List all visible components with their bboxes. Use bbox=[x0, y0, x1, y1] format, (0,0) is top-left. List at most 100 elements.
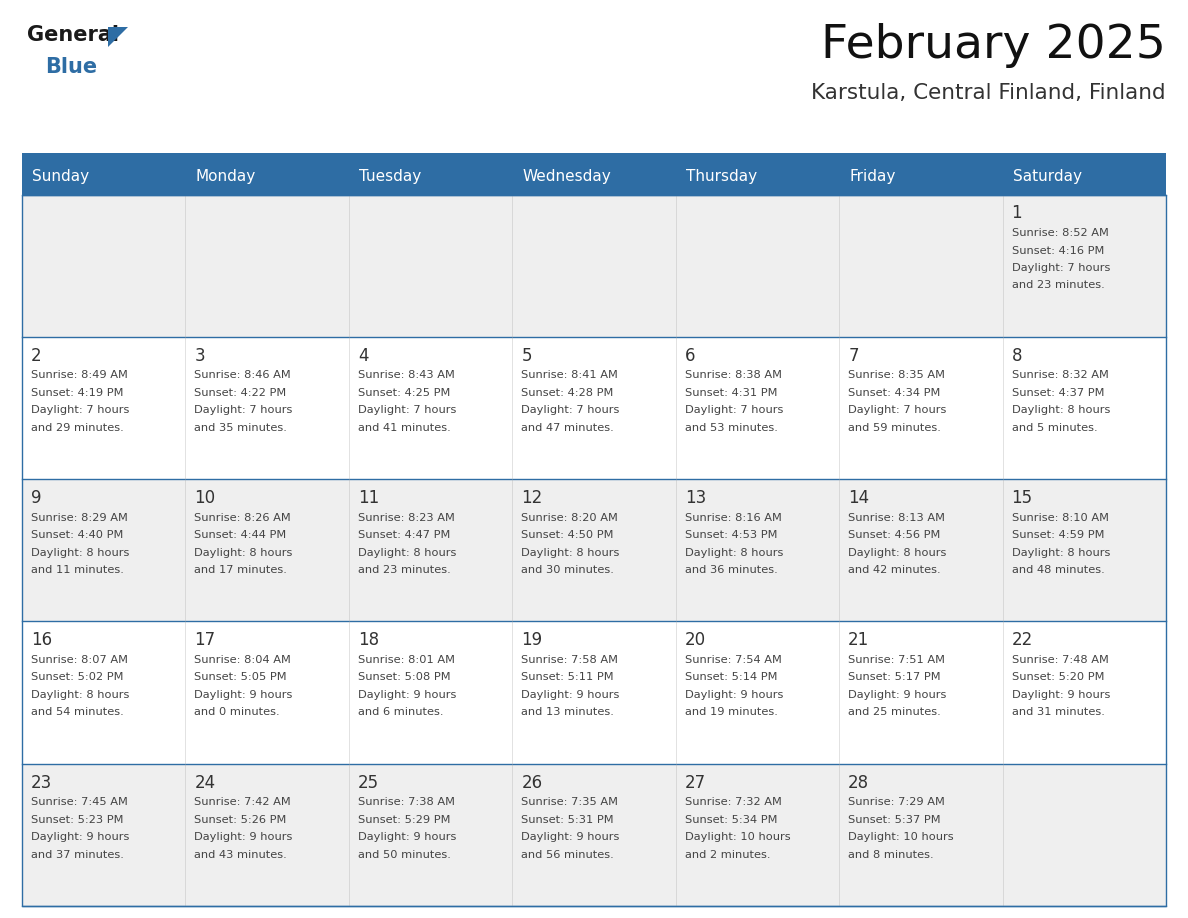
Text: Sunrise: 8:41 AM: Sunrise: 8:41 AM bbox=[522, 370, 618, 380]
Text: and 41 minutes.: and 41 minutes. bbox=[358, 423, 450, 432]
Text: Sunset: 5:02 PM: Sunset: 5:02 PM bbox=[31, 672, 124, 682]
Text: and 0 minutes.: and 0 minutes. bbox=[195, 708, 280, 717]
Text: 4: 4 bbox=[358, 347, 368, 364]
Bar bbox=[23, 479, 1165, 621]
Text: and 17 minutes.: and 17 minutes. bbox=[195, 565, 287, 575]
Text: General: General bbox=[27, 25, 119, 45]
Bar bbox=[23, 153, 1165, 158]
Text: Thursday: Thursday bbox=[685, 169, 757, 184]
Text: Monday: Monday bbox=[196, 169, 255, 184]
Text: and 5 minutes.: and 5 minutes. bbox=[1011, 423, 1098, 432]
Text: Wednesday: Wednesday bbox=[523, 169, 611, 184]
Bar bbox=[23, 158, 1165, 195]
Text: Daylight: 9 hours: Daylight: 9 hours bbox=[358, 690, 456, 700]
Text: Sunset: 5:17 PM: Sunset: 5:17 PM bbox=[848, 672, 941, 682]
Text: 23: 23 bbox=[31, 774, 52, 791]
Text: and 29 minutes.: and 29 minutes. bbox=[31, 423, 124, 432]
Text: 18: 18 bbox=[358, 632, 379, 649]
Text: Sunset: 4:37 PM: Sunset: 4:37 PM bbox=[1011, 387, 1104, 397]
Text: Sunset: 5:37 PM: Sunset: 5:37 PM bbox=[848, 814, 941, 824]
Polygon shape bbox=[108, 27, 128, 47]
Text: 7: 7 bbox=[848, 347, 859, 364]
Text: 22: 22 bbox=[1011, 632, 1032, 649]
Text: Daylight: 8 hours: Daylight: 8 hours bbox=[522, 548, 620, 557]
Text: Sunset: 4:53 PM: Sunset: 4:53 PM bbox=[684, 530, 777, 540]
Text: and 47 minutes.: and 47 minutes. bbox=[522, 423, 614, 432]
Text: Sunset: 5:08 PM: Sunset: 5:08 PM bbox=[358, 672, 450, 682]
Text: Sunrise: 7:35 AM: Sunrise: 7:35 AM bbox=[522, 797, 618, 807]
Text: and 50 minutes.: and 50 minutes. bbox=[358, 850, 450, 859]
Bar bbox=[23, 621, 1165, 764]
Text: Sunset: 4:34 PM: Sunset: 4:34 PM bbox=[848, 387, 941, 397]
Text: Sunset: 5:31 PM: Sunset: 5:31 PM bbox=[522, 814, 614, 824]
Text: 20: 20 bbox=[684, 632, 706, 649]
Text: Sunset: 4:25 PM: Sunset: 4:25 PM bbox=[358, 387, 450, 397]
Text: Sunset: 4:28 PM: Sunset: 4:28 PM bbox=[522, 387, 614, 397]
Text: 11: 11 bbox=[358, 489, 379, 507]
Text: Sunrise: 7:42 AM: Sunrise: 7:42 AM bbox=[195, 797, 291, 807]
Text: Friday: Friday bbox=[849, 169, 896, 184]
Text: Daylight: 9 hours: Daylight: 9 hours bbox=[684, 690, 783, 700]
Text: February 2025: February 2025 bbox=[821, 23, 1165, 68]
Text: Sunrise: 8:26 AM: Sunrise: 8:26 AM bbox=[195, 512, 291, 522]
Text: Sunrise: 7:51 AM: Sunrise: 7:51 AM bbox=[848, 655, 946, 665]
Text: 13: 13 bbox=[684, 489, 706, 507]
Text: Sunrise: 7:48 AM: Sunrise: 7:48 AM bbox=[1011, 655, 1108, 665]
Text: Sunset: 4:50 PM: Sunset: 4:50 PM bbox=[522, 530, 614, 540]
Text: Daylight: 7 hours: Daylight: 7 hours bbox=[684, 406, 783, 415]
Text: Sunrise: 7:58 AM: Sunrise: 7:58 AM bbox=[522, 655, 618, 665]
Text: and 43 minutes.: and 43 minutes. bbox=[195, 850, 287, 859]
Text: Daylight: 9 hours: Daylight: 9 hours bbox=[1011, 690, 1110, 700]
Text: Sunset: 4:31 PM: Sunset: 4:31 PM bbox=[684, 387, 777, 397]
Text: and 2 minutes.: and 2 minutes. bbox=[684, 850, 770, 859]
Text: Sunset: 5:20 PM: Sunset: 5:20 PM bbox=[1011, 672, 1104, 682]
Text: Sunset: 5:05 PM: Sunset: 5:05 PM bbox=[195, 672, 287, 682]
Text: Sunrise: 8:07 AM: Sunrise: 8:07 AM bbox=[31, 655, 128, 665]
Text: Sunset: 5:34 PM: Sunset: 5:34 PM bbox=[684, 814, 777, 824]
Text: Sunset: 4:47 PM: Sunset: 4:47 PM bbox=[358, 530, 450, 540]
Text: Sunset: 4:59 PM: Sunset: 4:59 PM bbox=[1011, 530, 1104, 540]
Text: Karstula, Central Finland, Finland: Karstula, Central Finland, Finland bbox=[811, 83, 1165, 103]
Text: Sunrise: 8:32 AM: Sunrise: 8:32 AM bbox=[1011, 370, 1108, 380]
Text: Sunset: 5:23 PM: Sunset: 5:23 PM bbox=[31, 814, 124, 824]
Text: and 8 minutes.: and 8 minutes. bbox=[848, 850, 934, 859]
Text: and 6 minutes.: and 6 minutes. bbox=[358, 708, 443, 717]
Text: Sunday: Sunday bbox=[32, 169, 89, 184]
Text: Daylight: 9 hours: Daylight: 9 hours bbox=[522, 690, 620, 700]
Text: 5: 5 bbox=[522, 347, 532, 364]
Text: and 37 minutes.: and 37 minutes. bbox=[31, 850, 124, 859]
Text: and 23 minutes.: and 23 minutes. bbox=[358, 565, 450, 575]
Text: Daylight: 8 hours: Daylight: 8 hours bbox=[1011, 548, 1110, 557]
Text: and 13 minutes.: and 13 minutes. bbox=[522, 708, 614, 717]
Text: Sunrise: 7:29 AM: Sunrise: 7:29 AM bbox=[848, 797, 944, 807]
Text: Sunset: 4:40 PM: Sunset: 4:40 PM bbox=[31, 530, 124, 540]
Text: 28: 28 bbox=[848, 774, 870, 791]
Text: 16: 16 bbox=[31, 632, 52, 649]
Bar bbox=[23, 195, 1165, 906]
Text: Daylight: 9 hours: Daylight: 9 hours bbox=[522, 833, 620, 842]
Text: 24: 24 bbox=[195, 774, 215, 791]
Text: and 59 minutes.: and 59 minutes. bbox=[848, 423, 941, 432]
Text: Sunset: 5:14 PM: Sunset: 5:14 PM bbox=[684, 672, 777, 682]
Text: Daylight: 7 hours: Daylight: 7 hours bbox=[522, 406, 620, 415]
Text: and 53 minutes.: and 53 minutes. bbox=[684, 423, 778, 432]
Text: Daylight: 9 hours: Daylight: 9 hours bbox=[31, 833, 129, 842]
Text: Daylight: 9 hours: Daylight: 9 hours bbox=[195, 690, 292, 700]
Text: 26: 26 bbox=[522, 774, 543, 791]
Text: Sunset: 4:16 PM: Sunset: 4:16 PM bbox=[1011, 245, 1104, 255]
Text: Saturday: Saturday bbox=[1012, 169, 1081, 184]
Text: Sunset: 5:29 PM: Sunset: 5:29 PM bbox=[358, 814, 450, 824]
Text: Sunrise: 8:49 AM: Sunrise: 8:49 AM bbox=[31, 370, 128, 380]
Text: Sunrise: 7:45 AM: Sunrise: 7:45 AM bbox=[31, 797, 128, 807]
Text: Daylight: 8 hours: Daylight: 8 hours bbox=[1011, 406, 1110, 415]
Text: Daylight: 8 hours: Daylight: 8 hours bbox=[195, 548, 292, 557]
Text: Sunrise: 8:13 AM: Sunrise: 8:13 AM bbox=[848, 512, 946, 522]
Text: Daylight: 9 hours: Daylight: 9 hours bbox=[195, 833, 292, 842]
Text: Daylight: 9 hours: Daylight: 9 hours bbox=[848, 690, 947, 700]
Text: Sunrise: 8:35 AM: Sunrise: 8:35 AM bbox=[848, 370, 946, 380]
Text: 3: 3 bbox=[195, 347, 206, 364]
Text: Sunrise: 8:38 AM: Sunrise: 8:38 AM bbox=[684, 370, 782, 380]
Text: Sunset: 4:56 PM: Sunset: 4:56 PM bbox=[848, 530, 941, 540]
Text: 14: 14 bbox=[848, 489, 870, 507]
Text: Daylight: 8 hours: Daylight: 8 hours bbox=[848, 548, 947, 557]
